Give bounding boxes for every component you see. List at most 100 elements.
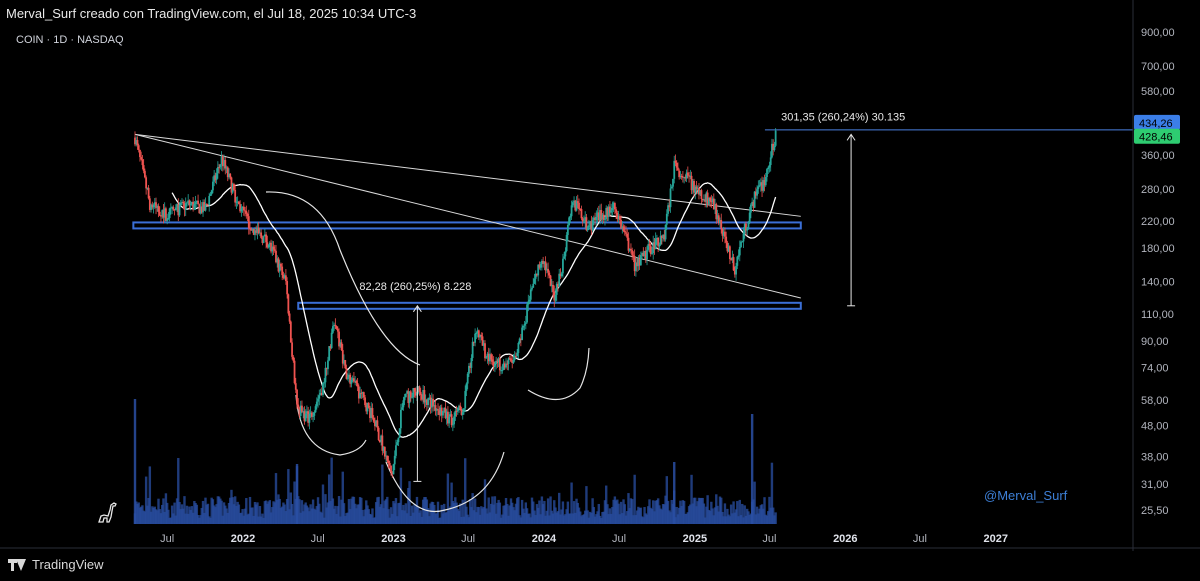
candle-body	[677, 167, 679, 171]
candle-body	[653, 242, 656, 250]
volume-bar	[297, 496, 300, 524]
candle-body	[469, 365, 472, 368]
volume-bar	[348, 509, 352, 524]
volume-bar	[511, 502, 514, 524]
time-tick-label: 2026	[833, 533, 857, 545]
volume-bar	[480, 506, 483, 524]
candle-body	[741, 241, 744, 243]
price-tick-label: 140,00	[1141, 277, 1175, 289]
candle-body	[707, 197, 710, 204]
candle-body	[171, 207, 174, 209]
volume-bar	[153, 506, 156, 524]
candle-body	[709, 197, 711, 202]
candle-body	[153, 202, 156, 205]
candle-body	[584, 217, 587, 222]
volume-bar	[736, 501, 739, 524]
candle-body	[690, 175, 693, 191]
candle-body	[263, 234, 266, 237]
candle-body	[536, 273, 538, 276]
volume-bar	[706, 495, 709, 524]
volume-bar	[470, 507, 473, 524]
candle-body	[542, 261, 545, 264]
volume-bar	[184, 513, 187, 524]
candle-body	[618, 216, 621, 220]
candle-body	[168, 208, 171, 218]
candle-body	[738, 247, 741, 256]
candle-body	[464, 391, 467, 409]
volume-bar	[765, 515, 769, 524]
candle-body	[173, 209, 176, 211]
tradingview-brand[interactable]: TradingView	[8, 557, 104, 572]
price-tag-high	[1134, 114, 1180, 130]
volume-bar	[257, 516, 260, 524]
candle-body	[615, 209, 618, 213]
volume-bar	[347, 499, 351, 524]
candle-body	[179, 202, 182, 205]
candle-body	[611, 208, 614, 211]
volume-bar	[250, 507, 253, 524]
volume-bar	[363, 509, 367, 524]
volume-bar	[572, 501, 576, 524]
volume-bar	[465, 506, 468, 524]
volume-bar	[553, 500, 556, 524]
volume-bar	[393, 503, 396, 524]
candle-body	[327, 360, 329, 370]
volume-bar	[502, 505, 505, 524]
candle-body	[281, 266, 284, 276]
candle-body	[737, 255, 740, 257]
brand-label: TradingView	[32, 557, 104, 572]
candle-body	[207, 204, 209, 206]
candle-body	[425, 399, 428, 406]
candle-body	[392, 464, 395, 475]
candle-body	[260, 232, 263, 238]
candle-body	[223, 160, 225, 167]
candle-body	[767, 167, 770, 170]
candle-body	[396, 442, 399, 446]
volume-bar	[319, 511, 322, 524]
volume-bar	[315, 506, 319, 524]
candle-body	[371, 408, 374, 418]
volume-bar	[746, 508, 749, 524]
candle-body	[280, 263, 282, 267]
candle-body	[247, 216, 250, 229]
candle-body	[341, 350, 344, 364]
candle-body	[652, 242, 655, 253]
candle-body	[761, 182, 763, 191]
volume-bar	[204, 497, 207, 524]
measure-label: 301,35 (260,24%) 30.135	[781, 111, 905, 123]
volume-bar	[236, 501, 239, 524]
volume-bar	[362, 516, 366, 524]
symbol-info[interactable]: COIN · 1D · NASDAQ	[16, 34, 124, 46]
candle-body	[487, 353, 490, 362]
volume-bar	[352, 496, 356, 524]
candle-body	[208, 196, 211, 205]
volume-bar	[288, 509, 291, 524]
volume-bar	[605, 485, 608, 524]
candle-body	[364, 397, 366, 406]
volume-bar	[163, 511, 166, 524]
volume-bar	[305, 505, 309, 524]
candle-body	[695, 186, 698, 190]
candle-body	[683, 176, 686, 178]
candle-body	[651, 252, 653, 254]
volume-bar	[446, 473, 450, 524]
candle-body	[152, 204, 155, 208]
candle-body	[453, 416, 455, 425]
volume-bar	[694, 497, 697, 524]
candle-body	[418, 386, 421, 392]
candle-body	[696, 188, 699, 190]
candle-body	[639, 255, 642, 266]
candle-body	[665, 213, 668, 225]
volume-bar	[279, 507, 283, 524]
volume-bar	[447, 510, 451, 524]
volume-bar	[517, 497, 520, 524]
dinosaur-icon	[98, 502, 117, 523]
volume-bar	[154, 509, 158, 524]
candle-body	[548, 272, 551, 276]
volume-bar	[302, 511, 305, 524]
candle-body	[600, 209, 603, 220]
volume-bar	[518, 515, 521, 524]
candle-body	[365, 405, 368, 412]
candle-body	[503, 363, 506, 368]
